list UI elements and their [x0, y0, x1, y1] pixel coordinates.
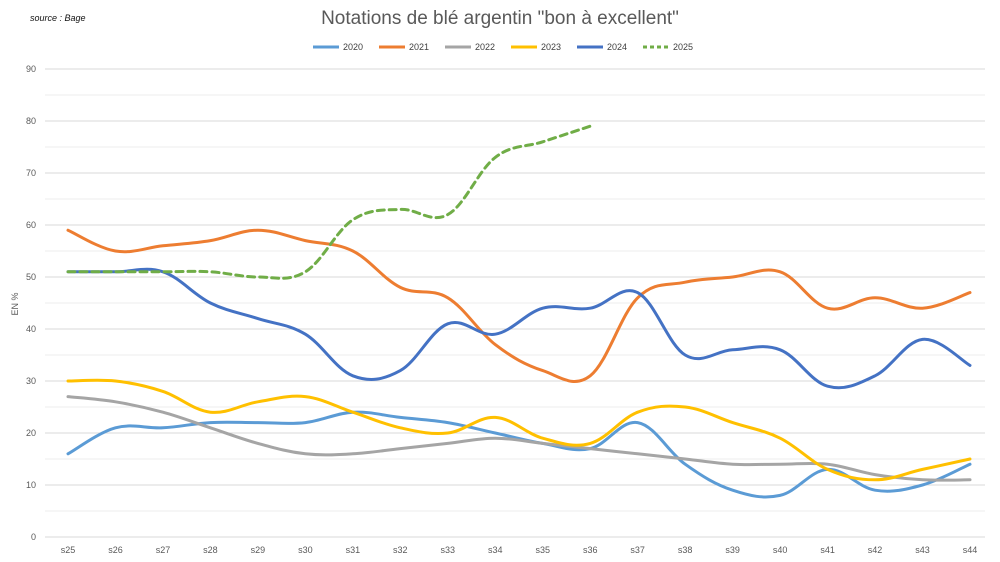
y-tick-label: 0	[31, 532, 36, 542]
y-tick-label: 90	[26, 64, 36, 74]
series-line-2023	[66, 378, 972, 482]
x-tick-label: s38	[678, 545, 693, 555]
x-tick-label: s26	[108, 545, 123, 555]
legend-label-2023: 2023	[541, 42, 561, 52]
x-tick-label: s34	[488, 545, 503, 555]
y-tick-label: 70	[26, 168, 36, 178]
y-tick-label: 10	[26, 480, 36, 490]
chart-title: Notations de blé argentin "bon à excelle…	[321, 8, 679, 29]
gridlines	[45, 68, 985, 538]
x-tick-label: s32	[393, 545, 408, 555]
y-tick-label: 30	[26, 376, 36, 386]
series-line-2022	[66, 395, 972, 482]
x-axis-ticks: s25 s26 s27 s28 s29 s30 s31 s32 s33 s34 s35 s36 s37 s…	[61, 545, 978, 555]
x-tick-label: s29	[251, 545, 266, 555]
x-tick-label: s39	[725, 545, 740, 555]
series-line-2024	[66, 267, 972, 390]
x-tick-label: s40	[773, 545, 788, 555]
legend-label-2025: 2025	[673, 42, 693, 52]
x-tick-label: s25	[61, 545, 76, 555]
x-tick-label: s27	[156, 545, 171, 555]
series-lines	[66, 124, 972, 499]
legend-label-2022: 2022	[475, 42, 495, 52]
y-tick-label: 20	[26, 428, 36, 438]
legend-label-2024: 2024	[607, 42, 627, 52]
legend-label-2021: 2021	[409, 42, 429, 52]
x-tick-label: s41	[820, 545, 835, 555]
source-note: source : Bage	[30, 13, 86, 23]
x-tick-label: s36	[583, 545, 598, 555]
series-line-2025	[66, 124, 592, 280]
x-tick-label: s31	[346, 545, 361, 555]
y-tick-label: 50	[26, 272, 36, 282]
y-tick-label: 60	[26, 220, 36, 230]
legend-label-2020: 2020	[343, 42, 363, 52]
x-tick-label: s30	[298, 545, 313, 555]
y-tick-label: 80	[26, 116, 36, 126]
x-tick-label: s42	[868, 545, 883, 555]
x-tick-label: s43	[915, 545, 930, 555]
x-tick-label: s44	[963, 545, 978, 555]
x-tick-label: s35	[535, 545, 550, 555]
y-axis-ticks: 0 10 20 30 40 50 60 70 80 90	[26, 64, 36, 542]
x-tick-label: s28	[203, 545, 218, 555]
y-axis-label: EN %	[10, 292, 20, 315]
y-tick-label: 40	[26, 324, 36, 334]
legend: 2020 2021 2022 2023 2024 2025	[313, 42, 693, 52]
series-line-2021	[66, 228, 972, 383]
x-tick-label: s37	[630, 545, 645, 555]
x-tick-label: s33	[441, 545, 456, 555]
